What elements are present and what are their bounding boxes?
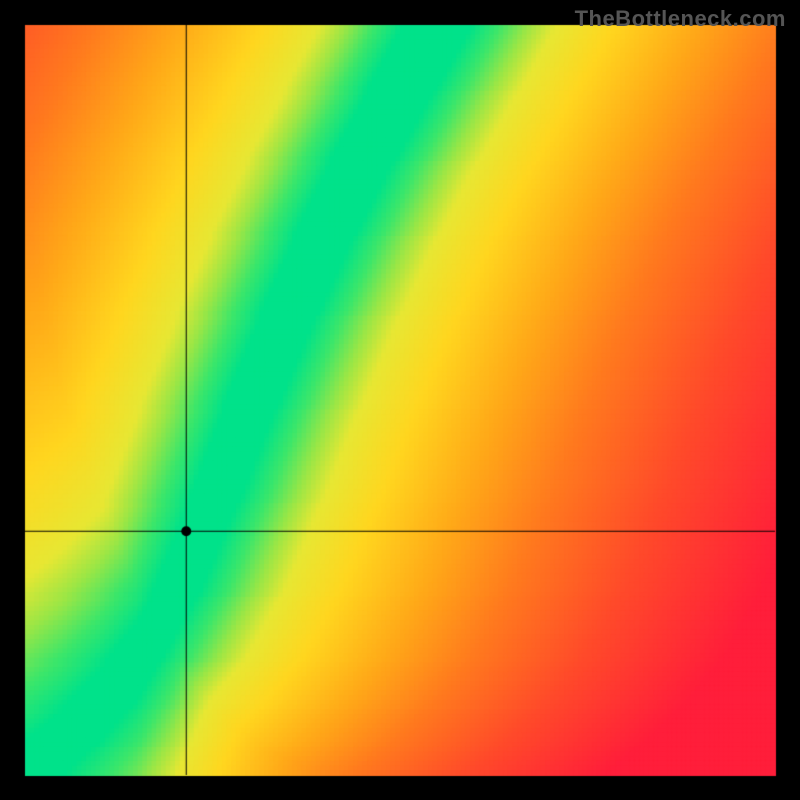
- watermark-text: TheBottleneck.com: [575, 6, 786, 32]
- bottleneck-heatmap: [0, 0, 800, 800]
- chart-container: TheBottleneck.com: [0, 0, 800, 800]
